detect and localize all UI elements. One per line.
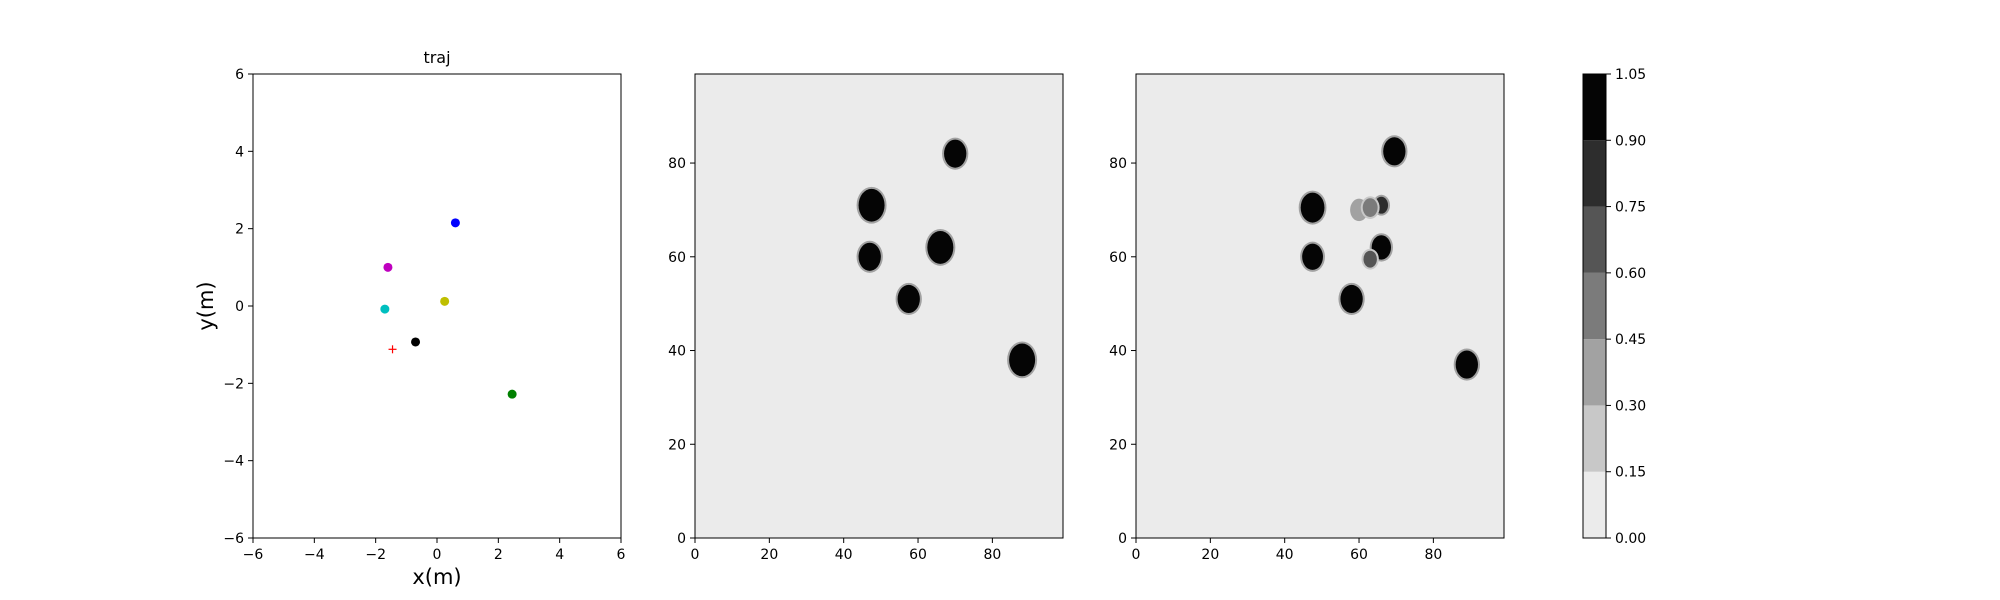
traj-title: traj (423, 48, 450, 67)
traj-y-ticks: −6 −4 −2 0 2 4 6 (223, 67, 253, 547)
traj-y-tick-label: 6 (235, 67, 244, 83)
colorbar-tick-label: 0.75 (1615, 200, 1646, 216)
heatmap-1-x-tick-label: 60 (909, 547, 927, 563)
heatmap-2-y-tick-label: 60 (1109, 250, 1127, 266)
heatmap-1-blob (858, 242, 881, 271)
heatmap-panel-1: 0 20 40 60 80 0 20 40 60 80 (668, 73, 1064, 563)
heatmap-1-blobs (856, 137, 1038, 379)
heatmap-2-blob (1300, 192, 1325, 223)
heatmap-1-blob (897, 284, 920, 314)
colorbar-band (1583, 140, 1606, 207)
traj-x-tick-label: 0 (433, 547, 442, 563)
traj-x-tick-label: 6 (617, 547, 626, 563)
colorbar-band (1583, 206, 1606, 273)
traj-x-ticks: −6 −4 −2 0 2 4 6 (243, 538, 626, 563)
heatmap-1-x-tick-label: 20 (760, 547, 778, 563)
heatmap-2-x-tick-label: 60 (1350, 547, 1368, 563)
heatmap-1-y-tick-label: 80 (668, 156, 686, 172)
heatmap-2-axes-frame (1135, 73, 1505, 539)
heatmap-1-axes-frame (694, 73, 1064, 539)
colorbar-tick-label: 0.30 (1615, 398, 1646, 414)
heatmap-1-y-ticks: 0 20 40 60 80 (668, 156, 695, 547)
heatmap-2-x-ticks: 0 20 40 60 80 (1132, 538, 1442, 563)
heatmap-1-y-tick-label: 0 (677, 531, 686, 547)
heatmap-1-blob (944, 139, 967, 168)
colorbar-ticks: 0.00 0.15 0.30 0.45 0.60 0.75 0.90 1.05 (1606, 67, 1646, 547)
colorbar-frame (1582, 73, 1607, 539)
traj-x-tick-label: 2 (494, 547, 503, 563)
traj-y-tick-label: 2 (235, 222, 244, 238)
traj-point (383, 262, 393, 272)
heatmap-2-blob (1363, 250, 1377, 268)
colorbar-tick-label: 0.60 (1615, 266, 1646, 282)
traj-y-tick-label: 4 (235, 144, 244, 160)
heatmap-1-x-tick-label: 80 (983, 547, 1001, 563)
colorbar-tick-label: 0.15 (1615, 465, 1646, 481)
heatmap-1-background (695, 74, 1063, 538)
traj-x-tick-label: −2 (365, 547, 386, 563)
traj-y-tick-label: −6 (223, 531, 244, 547)
heatmap-2-y-tick-label: 40 (1109, 344, 1127, 360)
colorbar-band (1583, 339, 1606, 406)
colorbar-band (1583, 272, 1606, 340)
traj-x-axis-label: x(m) (412, 565, 461, 589)
heatmap-1-x-tick-label: 40 (835, 547, 853, 563)
heatmap-2-y-ticks: 0 20 40 60 80 (1109, 156, 1136, 547)
heatmap-1-y-tick-label: 20 (668, 437, 686, 453)
heatmap-2-blob (1340, 284, 1363, 314)
traj-point (450, 218, 460, 228)
heatmap-2-blob (1362, 198, 1378, 217)
colorbar-tick-label: 1.05 (1615, 67, 1646, 83)
traj-point (411, 337, 421, 347)
colorbar-tick-label: 0.00 (1615, 531, 1646, 547)
heatmap-2-y-tick-label: 80 (1109, 156, 1127, 172)
colorbar-bands (1583, 74, 1606, 538)
heatmap-2-blob (1302, 243, 1323, 270)
traj-target-marker (388, 345, 397, 354)
traj-x-tick-label: −6 (243, 547, 264, 563)
traj-point (440, 296, 450, 306)
heatmap-2-blob (1383, 137, 1406, 166)
traj-panel: traj −6 −4 −2 0 2 4 6 −6 −4 −2 0 2 4 6 x(m) y(m) (194, 48, 626, 589)
colorbar-band (1583, 74, 1606, 141)
colorbar-band (1583, 405, 1606, 472)
traj-point (380, 304, 390, 314)
traj-point (507, 389, 517, 399)
heatmap-2-x-tick-label: 0 (1132, 547, 1141, 563)
heatmap-1-blob (927, 231, 954, 264)
heatmap-2-y-tick-label: 20 (1109, 437, 1127, 453)
heatmap-1-y-tick-label: 40 (668, 344, 686, 360)
heatmap-2-x-tick-label: 20 (1201, 547, 1219, 563)
colorbar-band (1583, 471, 1606, 538)
traj-y-tick-label: −2 (223, 376, 244, 392)
heatmap-1-blob (858, 188, 885, 222)
heatmap-1-y-tick-label: 60 (668, 250, 686, 266)
traj-points (380, 218, 517, 399)
heatmap-2-background (1136, 74, 1504, 538)
traj-y-tick-label: 0 (235, 299, 244, 315)
traj-y-tick-label: −4 (223, 454, 244, 470)
heatmap-2-y-tick-label: 0 (1118, 531, 1127, 547)
heatmap-2-x-tick-label: 80 (1424, 547, 1442, 563)
traj-x-tick-label: 4 (555, 547, 564, 563)
heatmap-panel-2: 0 20 40 60 80 0 20 40 60 80 (1109, 73, 1505, 563)
heatmap-1-blob (1009, 343, 1036, 377)
heatmap-1-x-ticks: 0 20 40 60 80 (691, 538, 1001, 563)
traj-x-tick-label: −4 (304, 547, 325, 563)
traj-y-axis-label: y(m) (194, 281, 218, 330)
heatmap-2-x-tick-label: 40 (1276, 547, 1294, 563)
heatmap-2-blobs (1298, 135, 1480, 381)
colorbar-tick-label: 0.45 (1615, 332, 1646, 348)
heatmap-1-x-tick-label: 0 (691, 547, 700, 563)
colorbar: 0.00 0.15 0.30 0.45 0.60 0.75 0.90 1.05 (1582, 67, 1646, 547)
heatmap-2-blob (1455, 350, 1478, 379)
colorbar-tick-label: 0.90 (1615, 133, 1646, 149)
